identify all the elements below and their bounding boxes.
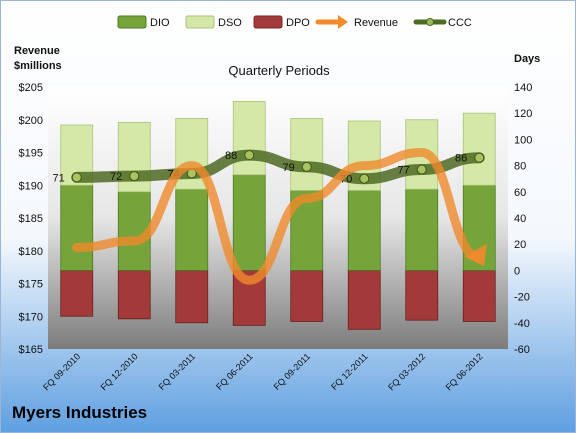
plot-area <box>48 87 508 349</box>
right-tick-label: 20 <box>514 239 526 251</box>
bar-dio <box>232 174 266 271</box>
right-tick-label: 40 <box>514 213 526 225</box>
right-tick-label: -20 <box>514 292 530 304</box>
legend-dio-swatch <box>117 15 147 29</box>
left-axis: $165 $170 $175 $180 $185 $190 $195 $200 $205 <box>19 82 43 356</box>
right-tick-label: 60 <box>514 187 526 199</box>
bar-dpo <box>290 269 324 322</box>
ccc-point <box>301 161 312 172</box>
right-tick-label: -60 <box>514 344 530 356</box>
legend-dio-label: DIO <box>150 17 170 29</box>
bar-dpo <box>117 269 151 320</box>
company-name: Myers Industries <box>12 403 147 422</box>
bar-dpo <box>347 269 381 330</box>
right-tick-label: -40 <box>514 318 530 330</box>
left-tick-label: $190 <box>19 180 43 192</box>
right-axis: -60 -40 -20 0 20 40 60 80 100 120 140 <box>514 82 532 356</box>
bar-dso <box>462 112 496 186</box>
left-tick-label: $195 <box>19 148 43 160</box>
bar-dpo <box>175 269 209 324</box>
left-tick-label: $175 <box>19 279 43 291</box>
ccc-data-label: 88 <box>225 150 237 162</box>
revenue-arrowhead <box>464 244 487 267</box>
left-tick-label: $185 <box>19 213 43 225</box>
ccc-data-label: 71 <box>53 172 65 184</box>
bar-dso <box>290 118 324 191</box>
ccc-data-label: 72 <box>110 171 122 183</box>
revenue-line <box>72 147 484 285</box>
bar-dpo <box>462 269 496 322</box>
legend-revenue-label: Revenue <box>354 17 398 29</box>
ccc-point <box>244 150 255 161</box>
left-axis-title-line1: Revenue $millions <box>14 45 62 72</box>
left-tick-label: $170 <box>19 311 43 323</box>
ccc-point <box>474 152 485 163</box>
legend-revenue-arrow <box>338 15 348 29</box>
right-tick-label: 100 <box>514 134 532 146</box>
right-tick-label: 140 <box>514 82 532 94</box>
bar-dpo <box>405 269 439 321</box>
bar-dso <box>232 101 266 176</box>
ccc-point <box>416 164 427 175</box>
ccc-data-label: 79 <box>283 162 295 174</box>
chart-title: Quarterly Periods <box>228 63 330 78</box>
left-tick-label: $165 <box>19 344 43 356</box>
bar-dio <box>347 190 381 271</box>
bar-dio <box>175 188 209 271</box>
legend-dpo-swatch <box>253 15 283 29</box>
legend-dso-swatch <box>185 15 215 29</box>
left-tick-label: $180 <box>19 246 43 258</box>
legend-ccc-label: CCC <box>448 17 472 29</box>
ccc-point <box>71 172 82 183</box>
right-tick-label: 80 <box>514 161 526 173</box>
revenue-layer <box>72 147 487 285</box>
right-tick-label: 120 <box>514 108 532 120</box>
right-axis-title: Days <box>514 53 540 65</box>
legend-dso-label: DSO <box>218 17 242 29</box>
ccc-point <box>129 171 140 182</box>
bar-dio <box>405 188 439 271</box>
left-tick-label: $205 <box>19 82 43 94</box>
bar-dio <box>60 184 94 271</box>
left-tick-label: $200 <box>19 115 43 127</box>
ccc-point <box>359 173 370 184</box>
ccc-data-label: 77 <box>398 165 410 177</box>
legend-ccc-marker <box>426 18 434 26</box>
legend: DIO DSO DPO Revenue CCC <box>117 15 472 29</box>
right-tick-label: 0 <box>514 265 520 277</box>
bar-dpo <box>60 269 94 317</box>
legend-dpo-label: DPO <box>286 17 310 29</box>
ccc-data-label: 86 <box>455 153 467 165</box>
